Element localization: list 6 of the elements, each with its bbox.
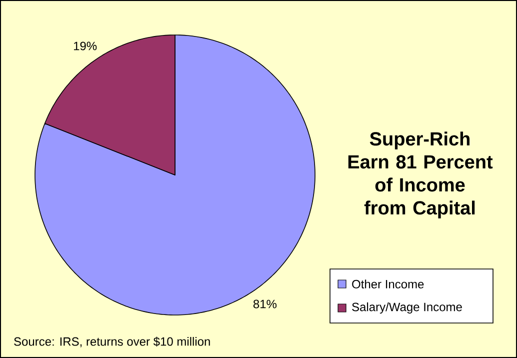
text: Super-Rich Earn 81 Percent of Income from Capital xyxy=(348,132,493,218)
data-label: 19% xyxy=(74,42,97,50)
source-note: Source: IRS, returns over $10 million xyxy=(14,336,210,348)
legend-label: Salary/Wage Income xyxy=(352,302,462,314)
data-label: 81% xyxy=(253,300,277,308)
legend-label: Other Income xyxy=(352,280,424,288)
